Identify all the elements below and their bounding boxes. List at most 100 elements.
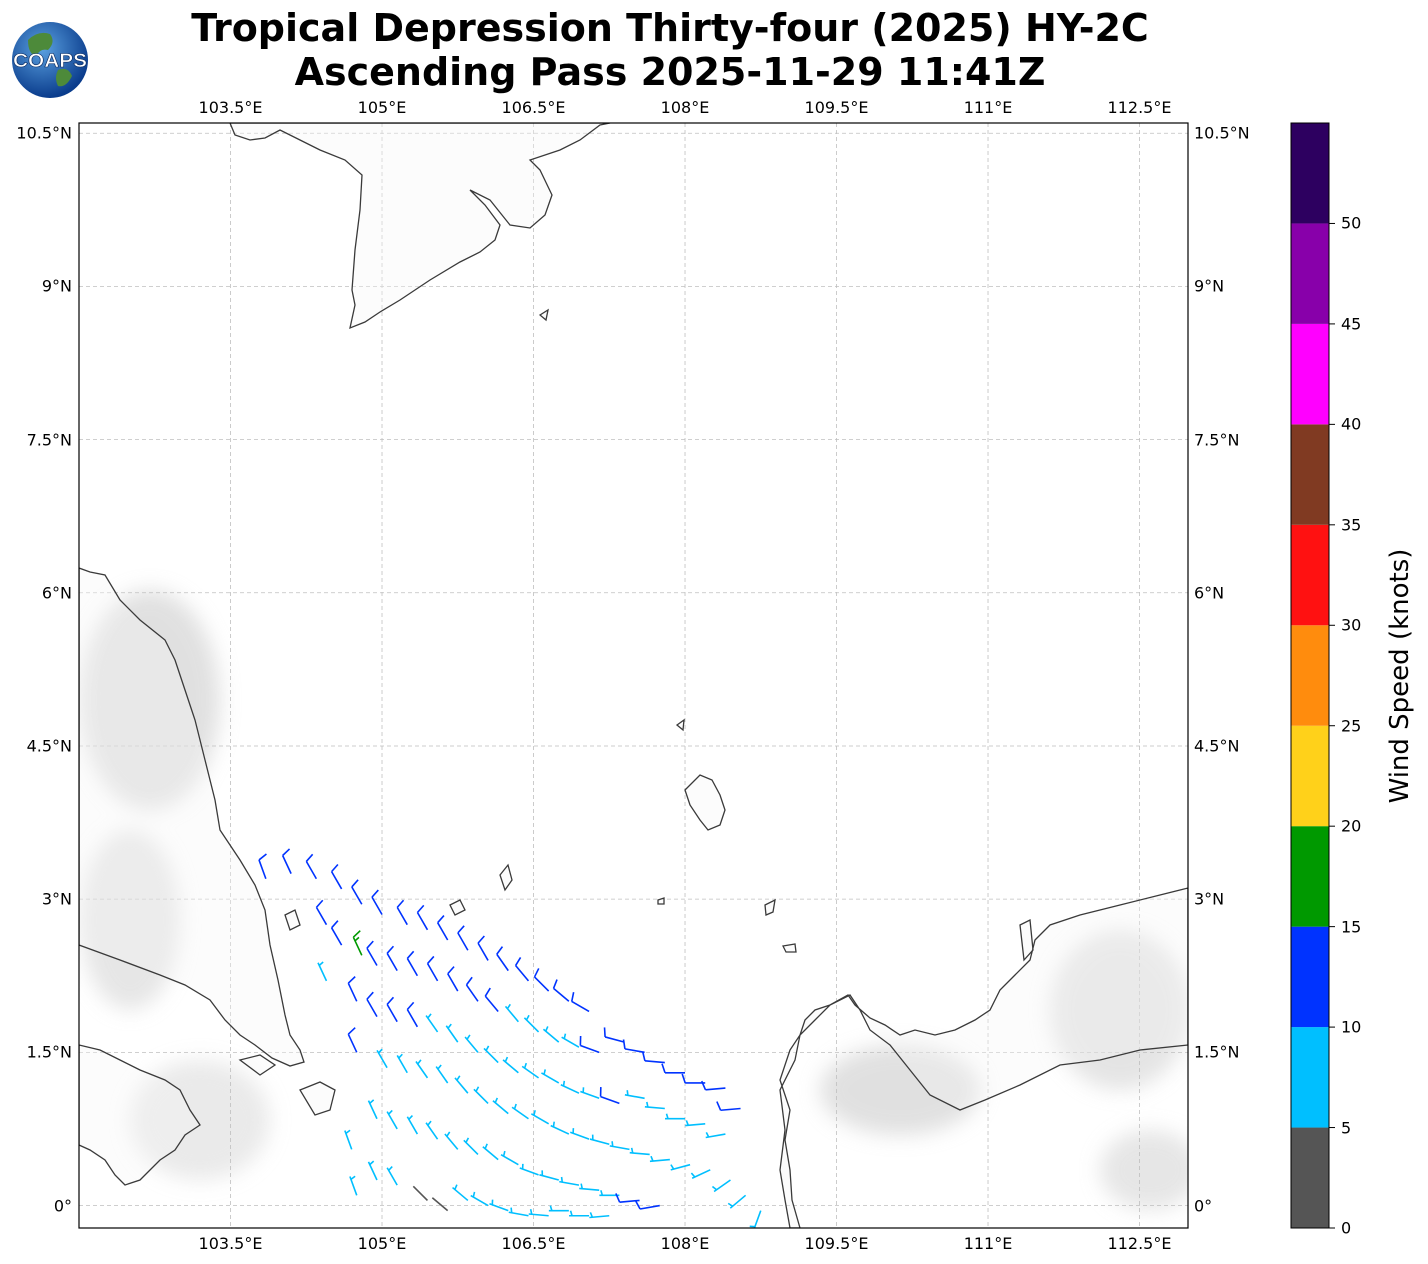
- wind-barb: [700, 1080, 726, 1091]
- wind-barb: [406, 950, 419, 977]
- wind-barb: [541, 1069, 560, 1084]
- island-small-6: [538, 308, 549, 322]
- wind-barb: [589, 1212, 610, 1219]
- coaps-logo: COAPS: [12, 22, 88, 98]
- lon-tick-label-top: 106.5°E: [501, 98, 566, 117]
- island-small-3: [299, 1081, 336, 1116]
- wind-barb: [570, 992, 590, 1013]
- wind-barb: [749, 1210, 762, 1228]
- wind-barb: [569, 1210, 590, 1217]
- colorbar-segment: [1291, 926, 1329, 1028]
- wind-barb: [366, 940, 378, 966]
- wind-barb: [445, 1023, 459, 1043]
- wind-barb: [406, 1001, 419, 1028]
- wind-barb: [649, 1155, 670, 1163]
- colorbar-label: Wind Speed (knots): [1385, 548, 1415, 804]
- island-small-1: [499, 863, 513, 892]
- lon-tick-label-bottom: 108°E: [660, 1234, 710, 1253]
- wind-barb: [609, 1141, 630, 1151]
- wind-barb: [386, 945, 398, 972]
- lon-tick-label-top: 105°E: [357, 98, 407, 117]
- coastline-malay-peninsula: [79, 567, 305, 1067]
- wind-barb: [464, 1034, 479, 1053]
- wind-barb: [473, 1086, 489, 1104]
- island-small-9: [238, 1054, 277, 1076]
- wind-barb: [454, 1075, 469, 1094]
- wind-barb: [344, 1129, 353, 1150]
- colorbar-segment: [1291, 1027, 1329, 1128]
- wind-barb: [634, 1200, 660, 1210]
- wind-barb: [305, 853, 318, 880]
- colorbar-segment: [1291, 424, 1329, 525]
- wind-barb: [465, 976, 479, 1002]
- wind-barb: [533, 968, 550, 992]
- wind-barb: [727, 1194, 747, 1209]
- wind-barb: [349, 1175, 358, 1196]
- wind-barb: [711, 1179, 731, 1193]
- gridlines: [79, 123, 1188, 1228]
- lon-tick-label-bottom: 105°E: [357, 1234, 407, 1253]
- wind-barb: [690, 1169, 711, 1179]
- lon-tick-label-bottom: 109.5°E: [804, 1234, 869, 1253]
- wind-barb: [579, 1183, 600, 1192]
- lat-tick-label-left: 4.5°N: [26, 736, 72, 756]
- wind-barb: [386, 996, 398, 1023]
- colorbar-segment: [1291, 725, 1329, 827]
- colorbar-tick-label: 45: [1341, 314, 1362, 334]
- wind-barb: [523, 1014, 540, 1033]
- wind-barb: [502, 1056, 519, 1074]
- wind-barb: [444, 1131, 459, 1150]
- wind-barb: [431, 1197, 449, 1212]
- wind-barb: [644, 1101, 665, 1110]
- wind-barb: [599, 1087, 620, 1105]
- lon-tick-label-top: 109.5°E: [804, 98, 869, 117]
- wind-barb: [716, 1101, 741, 1112]
- wind-barb: [483, 1045, 499, 1064]
- wind-barb: [386, 1109, 398, 1130]
- island-small-5: [657, 897, 665, 905]
- wind-barb: [347, 1027, 358, 1053]
- lat-tick-label-right: 9°N: [1194, 276, 1225, 296]
- colorbar-tick-label: 10: [1341, 1017, 1362, 1037]
- colorbar-tick-label: 30: [1341, 615, 1362, 635]
- coastline-cambodia-vietnam: [229, 123, 611, 330]
- wind-barb: [315, 899, 328, 926]
- lon-tick-label-bottom: 106.5°E: [501, 1234, 566, 1253]
- colorbar-tick-label: 0: [1341, 1218, 1352, 1238]
- logo-text: COAPS: [13, 51, 87, 72]
- wind-barb: [661, 1063, 686, 1074]
- island-small-2: [284, 909, 301, 931]
- wind-barb: [463, 1137, 479, 1156]
- wind-barb: [376, 1048, 388, 1069]
- island-small-8: [782, 943, 797, 953]
- wind-barb: [425, 1013, 439, 1033]
- wind-barb: [548, 1205, 569, 1212]
- lat-tick-label-left: 0°: [53, 1196, 72, 1216]
- wind-barb: [482, 1143, 499, 1161]
- colorbar-segment: [1291, 625, 1329, 726]
- wind-barb: [447, 966, 459, 992]
- wind-barb: [317, 961, 328, 982]
- wind-barb: [435, 1064, 449, 1084]
- wind-barb: [477, 935, 489, 961]
- lat-tick-label-right: 7.5°N: [1194, 430, 1240, 450]
- colorbar-tick-label: 35: [1341, 515, 1362, 535]
- wind-barb: [396, 899, 408, 926]
- wind-barb: [371, 889, 383, 915]
- wind-barb: [622, 1039, 645, 1054]
- wind-barb: [330, 920, 343, 946]
- wind-barb: [412, 1185, 429, 1201]
- wind-barb: [484, 987, 499, 1013]
- wind-barb: [514, 957, 530, 982]
- wind-barb: [580, 1087, 600, 1100]
- island-natuna: [684, 774, 726, 831]
- wind-barb: [425, 1120, 439, 1140]
- lat-tick-label-left: 1.5°N: [26, 1042, 72, 1062]
- lon-tick-label-bottom: 112.5°E: [1107, 1234, 1172, 1253]
- wind-barb: [521, 1062, 540, 1079]
- wind-barb: [603, 1027, 625, 1043]
- coastline-sumatra: [79, 1044, 201, 1186]
- wind-barb: [569, 1128, 590, 1140]
- wind-barb: [579, 1035, 600, 1054]
